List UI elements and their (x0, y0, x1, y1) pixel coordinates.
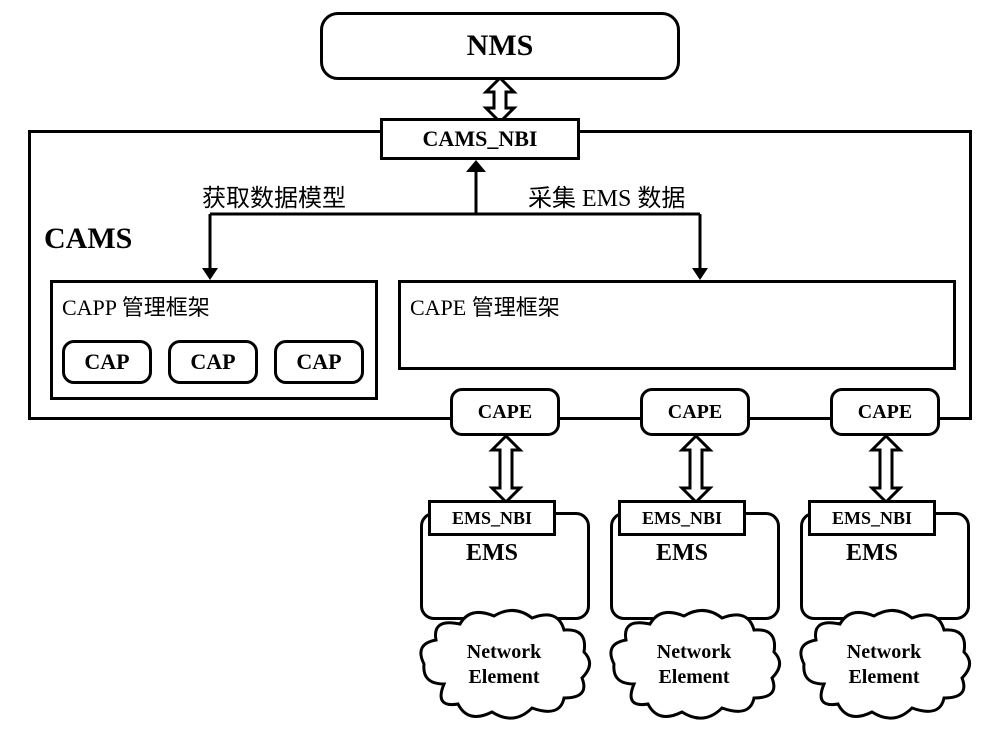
cams-nbi-box: CAMS_NBI (380, 118, 580, 160)
ems-title-2: EMS (656, 540, 708, 567)
cap-label: CAP (84, 349, 129, 375)
nms-label: NMS (467, 29, 534, 63)
cap-box-3: CAP (274, 340, 364, 384)
cap-label: CAP (190, 349, 235, 375)
arrow-cape-ems-2 (674, 436, 718, 502)
cape-box-2: CAPE (640, 388, 750, 436)
text-right: 采集 EMS 数据 (528, 178, 685, 213)
cape-box-1: CAPE (450, 388, 560, 436)
cloud-1: Network Element (414, 604, 594, 728)
ems-nbi-label: EMS_NBI (642, 508, 722, 529)
ems-title-3: EMS (846, 540, 898, 567)
ne-label: Network Element (634, 640, 754, 690)
ems-nbi-label: EMS_NBI (452, 508, 532, 529)
cams-nbi-label: CAMS_NBI (423, 126, 538, 152)
cape-label: CAPE (858, 401, 912, 424)
nms-box: NMS (320, 12, 680, 80)
capp-title: CAPP 管理框架 (62, 290, 210, 322)
cloud-3: Network Element (794, 604, 974, 728)
cape-label: CAPE (478, 401, 532, 424)
cap-box-2: CAP (168, 340, 258, 384)
cape-title: CAPE 管理框架 (410, 290, 560, 322)
arrow-nms-cams (478, 78, 522, 122)
ems-nbi-1: EMS_NBI (428, 500, 556, 536)
cape-label: CAPE (668, 401, 722, 424)
ems-nbi-label: EMS_NBI (832, 508, 912, 529)
arrow-cape-ems-1 (484, 436, 528, 502)
ne-label: Network Element (824, 640, 944, 690)
cape-box-3: CAPE (830, 388, 940, 436)
cams-title: CAMS (44, 222, 132, 256)
ne-text-1a: Network Element (414, 640, 594, 690)
ems-nbi-2: EMS_NBI (618, 500, 746, 536)
ne-label: Network Element (444, 640, 564, 690)
arrow-cape-ems-3 (864, 436, 908, 502)
ne-text-3: Network Element (794, 640, 974, 690)
ne-text-2: Network Element (604, 640, 784, 690)
cap-box-1: CAP (62, 340, 152, 384)
text-left: 获取数据模型 (202, 178, 346, 213)
cap-label: CAP (296, 349, 341, 375)
ems-nbi-3: EMS_NBI (808, 500, 936, 536)
cloud-2: Network Element (604, 604, 784, 728)
ems-title-1: EMS (466, 540, 518, 567)
